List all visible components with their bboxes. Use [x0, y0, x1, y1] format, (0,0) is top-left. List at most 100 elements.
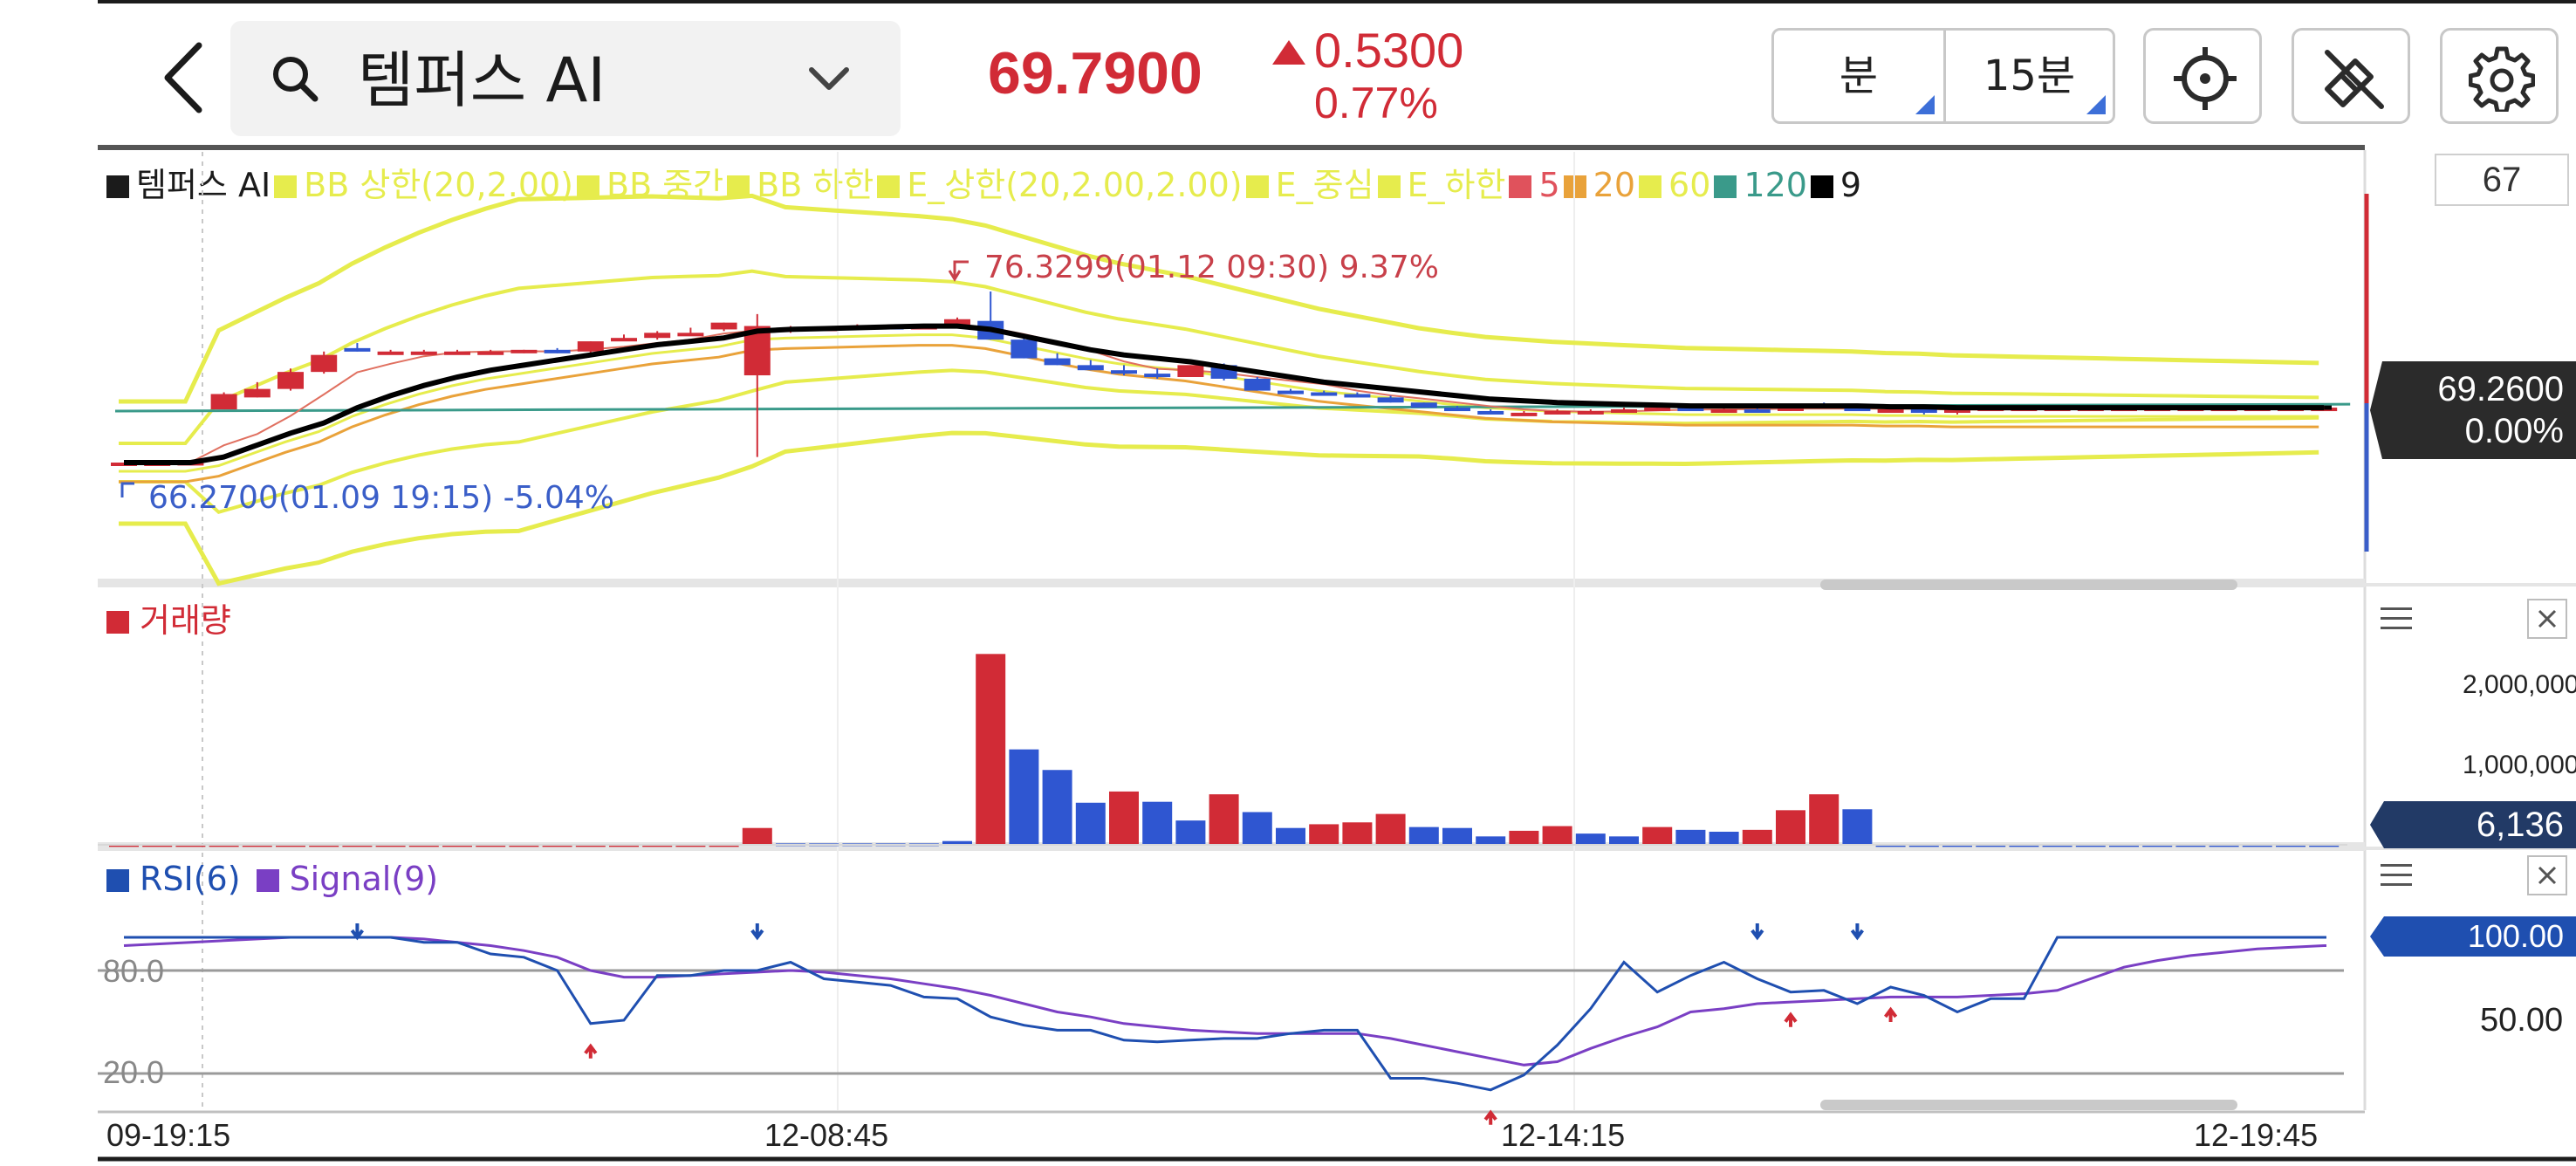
legend-label: E_상한(20,2.00,2.00): [907, 166, 1243, 204]
candle-body: [243, 388, 271, 398]
close-icon: [2538, 609, 2557, 628]
back-button[interactable]: [155, 38, 211, 117]
volume-bar: [1842, 809, 1873, 845]
crosshair-button[interactable]: [2143, 28, 2262, 124]
legend-swatch: [1810, 175, 1833, 198]
legend-swatch: [1639, 175, 1662, 198]
candle-body: [510, 349, 538, 353]
stock-search-box[interactable]: 템퍼스 AI: [230, 21, 901, 136]
volume-bar: [1476, 836, 1506, 845]
legend-swatch: [877, 175, 901, 198]
period-unit-select[interactable]: 분: [1839, 51, 1879, 100]
stock-name: 템퍼스 AI: [358, 45, 606, 116]
ma9-line: [124, 323, 2325, 465]
current-price: 69.7900: [988, 40, 1202, 106]
candle-body: [1111, 370, 1137, 374]
candle-body: [710, 322, 737, 330]
menu-icon[interactable]: [2381, 862, 2412, 888]
volume-bar: [1408, 826, 1439, 845]
legend-label: 60: [1668, 166, 1711, 204]
candle-body: [1877, 409, 1904, 414]
envelope-lower-line: [119, 368, 2319, 515]
candle-body: [1910, 409, 1937, 414]
dropdown-corner-icon: [2086, 95, 2106, 114]
candle-body: [377, 351, 404, 355]
eraser-icon: [2325, 50, 2384, 109]
price-change-percent: 0.77%: [1314, 79, 1438, 127]
volume-bar: [942, 840, 972, 845]
candle-body: [1344, 394, 1371, 398]
candle-body: [1944, 409, 1970, 414]
chart-scrollbar[interactable]: [1820, 580, 2237, 590]
rsi-line: [124, 936, 2326, 1092]
x-tick-3: 12-19:45: [2194, 1117, 2319, 1153]
legend-swatch: [577, 175, 600, 198]
candle-body: [277, 372, 304, 389]
legend-label: 5: [1538, 166, 1560, 204]
volume-bar: [1776, 810, 1805, 845]
x-tick-1: 12-08:45: [764, 1117, 889, 1153]
candle-body: [1077, 365, 1104, 371]
candle-body: [1311, 392, 1338, 396]
legend-label: 120: [1744, 166, 1807, 204]
volume-bar: [1375, 813, 1406, 845]
candle-body: [544, 349, 571, 353]
candle-body: [1544, 410, 1571, 415]
sell-signal-arrow-icon: [750, 923, 764, 941]
legend-swatch: [106, 175, 129, 198]
segment-divider: [1943, 31, 1946, 121]
ma20-line: [119, 344, 2319, 484]
candle-body: [611, 338, 637, 342]
volume-bar: [1742, 829, 1772, 845]
chevron-down-icon[interactable]: [806, 59, 852, 98]
crosshair-icon: [2174, 47, 2237, 110]
volume-panel-label: 거래량: [106, 599, 231, 642]
sell-signal-arrow-icon: [350, 923, 364, 941]
period-value-select[interactable]: 15분: [1983, 51, 2076, 100]
signal-line: [123, 936, 2326, 1067]
candle-body: [1444, 408, 1470, 412]
search-icon: [273, 57, 319, 102]
legend-label: 템퍼스 AI: [136, 166, 271, 204]
current-price-tag: 69.2600 0.00%: [2370, 361, 2576, 459]
rsi-level-20: 20.0: [103, 1054, 165, 1090]
legend-swatch: [106, 611, 129, 634]
close-rsi-panel-button[interactable]: [2527, 855, 2567, 895]
legend-swatch: [1377, 175, 1401, 198]
chart-count-box[interactable]: 67: [2435, 154, 2569, 206]
candle-body: [344, 347, 371, 352]
legend-label: E_하한: [1407, 166, 1506, 204]
legend-swatch: [256, 869, 279, 892]
volume-label: 거래량: [140, 601, 231, 640]
x-tick-0: 09-19:15: [106, 1117, 231, 1153]
candle-body: [444, 351, 470, 355]
settings-button[interactable]: [2440, 28, 2559, 124]
legend-item: 120: [1714, 162, 1807, 208]
candle-body: [477, 351, 504, 355]
dropdown-corner-icon: [1915, 95, 1935, 114]
price-change: 0.5300: [1314, 23, 1464, 78]
clear-drawings-button[interactable]: [2292, 28, 2410, 124]
volume-bar: [1075, 802, 1106, 845]
volume-bar: [1709, 831, 1739, 845]
envelope-upper-line: [119, 269, 2319, 445]
triangle-up-icon: [1272, 40, 1305, 65]
volume-bar: [1242, 812, 1272, 845]
close-volume-panel-button[interactable]: [2527, 599, 2567, 639]
legend-swatch: [1245, 175, 1269, 198]
chevron-left-icon: [164, 42, 202, 113]
bb-lower-line: [119, 430, 2319, 586]
volume-bar: [1009, 749, 1039, 845]
volume-bar: [1276, 827, 1305, 845]
candle-body: [1044, 358, 1071, 366]
high-marker-icon: [953, 260, 969, 278]
candle-body: [311, 354, 338, 373]
rsi-panel-legend: RSI(6) Signal(9): [106, 857, 438, 901]
candle-body: [1377, 397, 1404, 403]
volume-bar: [1142, 801, 1173, 845]
legend-item: BB 하한: [727, 162, 874, 208]
rsi-scrollbar[interactable]: [1820, 1100, 2237, 1110]
menu-icon[interactable]: [2381, 606, 2412, 632]
low-marker-icon: [120, 482, 134, 497]
candle-body: [677, 333, 704, 337]
